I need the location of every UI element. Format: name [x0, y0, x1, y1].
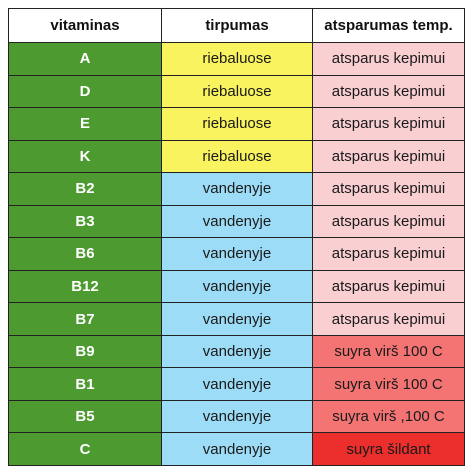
- vitamin-cell: D: [8, 74, 162, 109]
- table-row: B5 vandenyje suyra virš ,100 C: [8, 399, 465, 434]
- resistance-cell: atsparus kepimui: [312, 139, 465, 174]
- resistance-cell: atsparus kepimui: [312, 302, 465, 336]
- solubility-cell: vandenyje: [161, 432, 313, 466]
- resistance-cell: suyra virš 100 C: [312, 367, 465, 401]
- table-row: B9 vandenyje suyra virš 100 C: [8, 334, 465, 369]
- resistance-cell: atsparus kepimui: [312, 237, 465, 271]
- solubility-cell: vandenyje: [161, 302, 313, 336]
- vitamin-cell: A: [8, 42, 162, 76]
- table-row: B1 vandenyje suyra virš 100 C: [8, 367, 465, 401]
- solubility-cell: vandenyje: [161, 269, 313, 304]
- vitamin-cell: B1: [8, 367, 162, 401]
- table-row: B2 vandenyje atsparus kepimui: [8, 172, 465, 206]
- solubility-cell: vandenyje: [161, 204, 313, 239]
- vitamin-cell: B12: [8, 269, 162, 304]
- table-row: B12 vandenyje atsparus kepimui: [8, 269, 465, 304]
- solubility-cell: vandenyje: [161, 334, 313, 369]
- solubility-cell: riebaluose: [161, 139, 313, 174]
- header-vitaminas: vitaminas: [8, 8, 162, 43]
- vitamin-cell: B2: [8, 172, 162, 206]
- solubility-cell: vandenyje: [161, 399, 313, 434]
- table-row: B6 vandenyje atsparus kepimui: [8, 237, 465, 271]
- solubility-cell: vandenyje: [161, 237, 313, 271]
- header-tirpumas: tirpumas: [161, 8, 313, 43]
- table-header-row: vitaminas tirpumas atsparumas temp.: [8, 8, 465, 43]
- solubility-cell: riebaluose: [161, 42, 313, 76]
- vitamin-cell: K: [8, 139, 162, 174]
- solubility-cell: riebaluose: [161, 107, 313, 141]
- vitamin-cell: B3: [8, 204, 162, 239]
- resistance-cell: suyra virš ,100 C: [312, 399, 465, 434]
- solubility-cell: riebaluose: [161, 74, 313, 109]
- resistance-cell: atsparus kepimui: [312, 269, 465, 304]
- resistance-cell: atsparus kepimui: [312, 107, 465, 141]
- vitamin-cell: C: [8, 432, 162, 466]
- resistance-cell: atsparus kepimui: [312, 42, 465, 76]
- vitamin-cell: E: [8, 107, 162, 141]
- vitamin-cell: B9: [8, 334, 162, 369]
- solubility-cell: vandenyje: [161, 172, 313, 206]
- solubility-cell: vandenyje: [161, 367, 313, 401]
- vitamin-cell: B7: [8, 302, 162, 336]
- vitamin-cell: B6: [8, 237, 162, 271]
- table-row: B3 vandenyje atsparus kepimui: [8, 204, 465, 239]
- header-atsparumas: atsparumas temp.: [312, 8, 465, 43]
- vitamin-cell: B5: [8, 399, 162, 434]
- resistance-cell: atsparus kepimui: [312, 74, 465, 109]
- resistance-cell: suyra šildant: [312, 432, 465, 466]
- resistance-cell: atsparus kepimui: [312, 172, 465, 206]
- resistance-cell: atsparus kepimui: [312, 204, 465, 239]
- resistance-cell: suyra virš 100 C: [312, 334, 465, 369]
- table-row: B7 vandenyje atsparus kepimui: [8, 302, 465, 336]
